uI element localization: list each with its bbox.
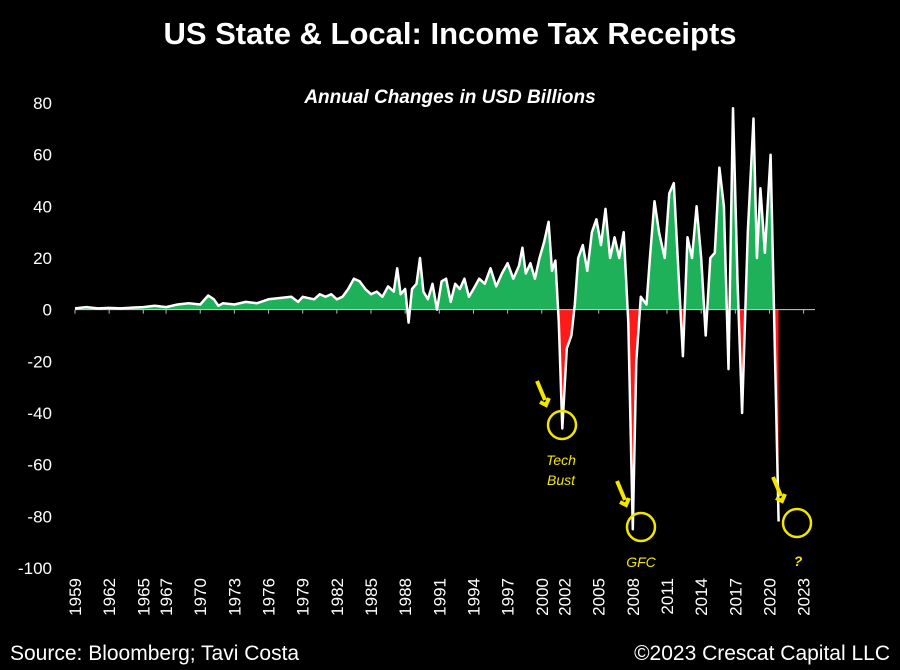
x-tick-label: 2017 [726,578,745,616]
annotation: Tech [546,452,576,468]
annotation: Bust [547,472,576,488]
highlight-circle [625,511,657,543]
area-negative [407,310,779,530]
highlight-circle [781,507,813,539]
arrow [771,476,787,504]
x-tick-label: 1988 [396,578,415,616]
arrow [535,380,551,408]
x-tick-label: 2000 [533,578,552,616]
line [74,106,780,531]
x-tick-label: 1962 [100,578,119,616]
annotation: ? [794,553,803,569]
x-tick-label: 2023 [795,578,814,616]
y-tick-label: 80 [33,94,52,113]
annotations [535,380,813,543]
x-tick-label: 1997 [499,578,518,616]
y-tick-label: -60 [27,456,52,475]
y-tick-label: 60 [33,146,52,165]
x-tick-label: 1985 [362,578,381,616]
x-tick-label: 2020 [760,578,779,616]
copyright: ©2023 Crescat Capital LLC [634,642,890,665]
x-tick-label: 1982 [328,578,347,616]
highlight-circle [546,409,578,441]
x-tick-label: 2005 [590,578,609,616]
y-tick-label: 40 [33,197,52,216]
chart-title: US State & Local: Income Tax Receipts [163,16,736,51]
y-tick-label: -80 [27,507,52,526]
x-tick-label: 1994 [464,578,483,616]
chart-subtitle: Annual Changes in USD Billions [303,87,595,108]
x-tick-label: 1991 [430,578,449,616]
x-tick-label: 1976 [260,578,279,616]
y-tick-label: 0 [43,301,52,320]
x-tick-label: 1970 [191,578,210,616]
y-tick-label: -20 [27,352,52,371]
x-tick-label: 1959 [66,578,85,616]
x-tick-label: 1965 [134,578,153,616]
arrow [615,480,631,508]
x-tick-label: 2014 [692,578,711,616]
y-tick-label: 20 [33,249,52,268]
x-tick-label: 2011 [658,578,677,615]
x-tick-label: 1973 [225,578,244,616]
x-tick-label: 2002 [556,578,575,616]
y-tick-label: -100 [18,559,52,578]
plot-area: -100 -80 -60 -40 -20 0 20 40 60 80 1959 1962 1965 196… [18,94,815,616]
area-positive [75,108,779,310]
y-tick-label: -40 [27,404,52,423]
x-tick-label: 1979 [294,578,313,616]
annotation: GFC [626,554,656,570]
x-tick-label: 2008 [624,578,643,616]
source: Source: Bloomberg; Tavi Costa [10,642,299,665]
x-tick-label: 1967 [157,578,176,616]
